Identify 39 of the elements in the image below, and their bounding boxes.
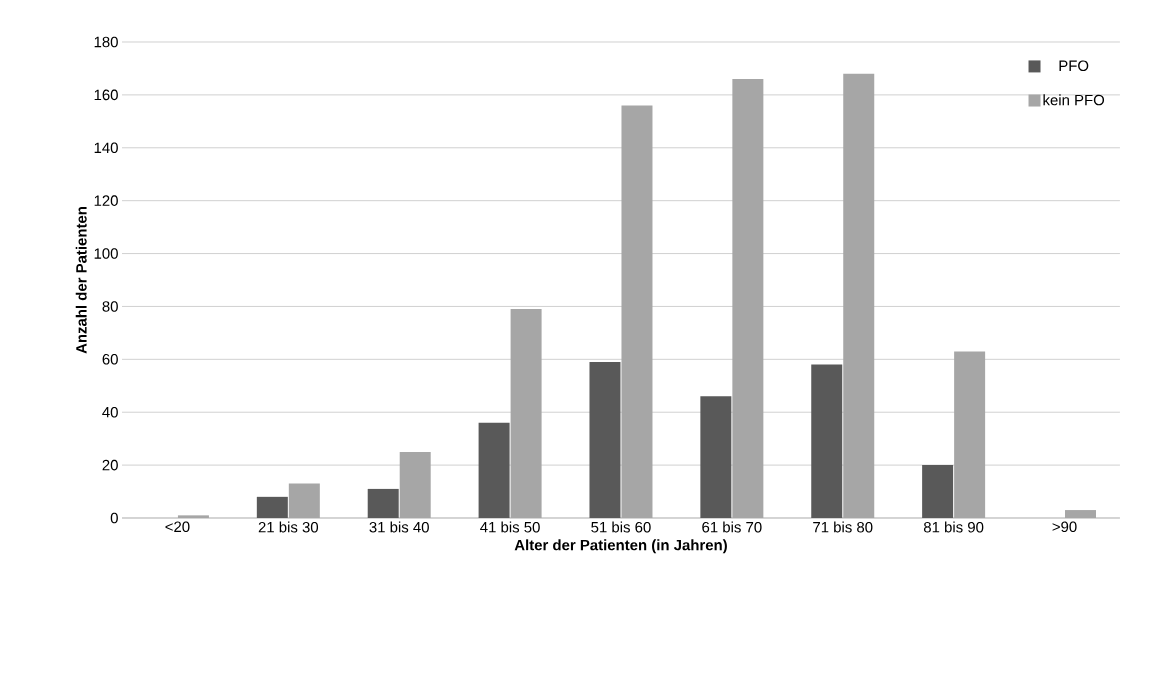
x-tick-label: 31 bis 40: [369, 521, 429, 533]
bar: [732, 79, 764, 518]
y-tick-label: 100: [94, 248, 118, 259]
bar: [589, 361, 621, 518]
y-tick-label: 60: [102, 354, 118, 365]
bar: [700, 396, 732, 518]
y-tick-label: 160: [94, 89, 118, 101]
bar: [510, 309, 542, 518]
bar: [843, 73, 875, 518]
y-axis-title: Anzahl der Patienten: [75, 207, 87, 354]
y-tick-label: 140: [94, 142, 118, 154]
x-axis-title: Alter der Patienten (in Jahren): [514, 539, 727, 554]
bar: [811, 364, 843, 518]
x-tick-label: <20: [165, 521, 190, 533]
x-tick-label: 81 bis 90: [923, 521, 984, 533]
legend-label: PFO: [1059, 60, 1089, 72]
legend-label: kein PFO: [1043, 94, 1105, 106]
y-tick-label: 80: [102, 301, 118, 312]
bar: [256, 496, 288, 518]
bar: [478, 422, 510, 518]
bar: [621, 105, 653, 518]
x-tick-label: 21 bis 30: [258, 521, 319, 533]
x-tick-label: 61 bis 70: [702, 521, 762, 533]
bar: [1065, 510, 1097, 518]
bar: [367, 488, 399, 518]
y-tick-label: 120: [94, 195, 118, 206]
x-tick-label: 71 bis 80: [813, 521, 873, 533]
x-tick-label: 51 bis 60: [591, 521, 651, 533]
bar: [922, 465, 954, 518]
x-tick-label: >90: [1052, 521, 1077, 533]
y-tick-label: 180: [94, 36, 118, 48]
y-tick-label: 40: [102, 406, 118, 418]
bar: [399, 451, 431, 518]
y-tick-label: 0: [110, 512, 118, 524]
y-tick-label: 20: [102, 459, 118, 471]
bar: [177, 515, 209, 518]
x-tick-label: 41 bis 50: [480, 521, 540, 533]
bar: [954, 351, 986, 518]
bar: [288, 483, 320, 518]
